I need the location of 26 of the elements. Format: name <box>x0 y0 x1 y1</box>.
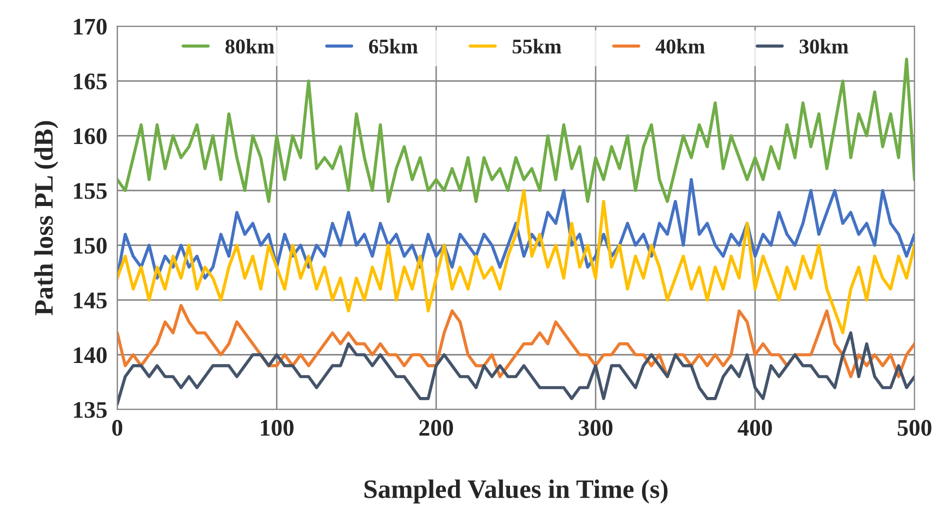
x-tick-label: 300 <box>578 420 612 436</box>
y-tick-label: 150 <box>74 238 107 254</box>
x-tick-label: 200 <box>419 420 453 436</box>
x-tick-label: 400 <box>738 420 772 436</box>
legend-label: 80km <box>225 38 274 54</box>
y-axis-title: Path loss PL (dB) <box>34 121 58 316</box>
legend-label: 30km <box>800 38 848 54</box>
y-tick-label: 160 <box>74 128 107 144</box>
y-tick-label: 155 <box>74 183 107 199</box>
y-tick-label: 145 <box>74 292 107 308</box>
legend-label: 65km <box>369 38 418 54</box>
line-series <box>117 331 915 406</box>
legend-label: 40km <box>656 38 705 54</box>
x-tick-label: 500 <box>898 420 932 436</box>
line-series <box>117 304 915 378</box>
y-tick-label: 170 <box>74 18 107 35</box>
line-series <box>117 178 915 280</box>
x-axis-title: Sampled Values in Time (s) <box>364 480 668 504</box>
y-tick-label: 135 <box>74 402 107 418</box>
y-tick-label: 165 <box>74 74 107 90</box>
line-series <box>117 58 915 203</box>
y-tick-label: 140 <box>74 347 107 364</box>
x-tick-label: 0 <box>112 420 122 436</box>
x-tick-label: 100 <box>260 420 294 436</box>
line-series <box>117 188 915 334</box>
legend-label: 55km <box>512 38 562 54</box>
